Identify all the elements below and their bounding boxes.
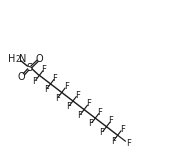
- Text: F: F: [55, 94, 60, 103]
- Text: F: F: [53, 74, 57, 83]
- Text: F: F: [64, 82, 69, 91]
- Text: S: S: [27, 63, 33, 73]
- Text: F: F: [44, 85, 49, 94]
- Text: F: F: [126, 139, 131, 148]
- Text: F: F: [66, 102, 71, 111]
- Text: F: F: [97, 108, 102, 117]
- Text: F: F: [120, 125, 125, 134]
- Text: N: N: [19, 54, 27, 64]
- Text: H: H: [8, 54, 16, 64]
- Text: F: F: [111, 137, 116, 146]
- Text: F: F: [41, 65, 46, 74]
- Text: 2: 2: [15, 55, 20, 64]
- Text: F: F: [77, 111, 82, 120]
- Text: F: F: [108, 116, 113, 125]
- Text: F: F: [88, 119, 93, 128]
- Text: F: F: [75, 91, 80, 100]
- Text: F: F: [86, 99, 91, 108]
- Text: F: F: [100, 128, 104, 137]
- Text: O: O: [18, 72, 26, 82]
- Text: O: O: [36, 54, 43, 64]
- Text: F: F: [32, 77, 37, 86]
